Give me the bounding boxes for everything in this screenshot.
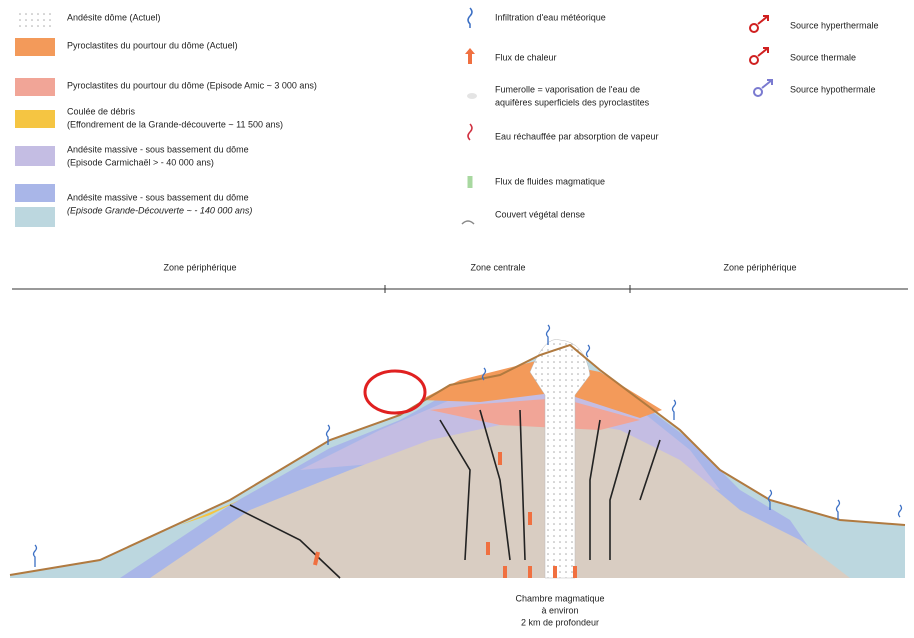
legend-label: Source thermale <box>790 52 856 62</box>
legend-label: Coulée de débris <box>67 106 136 116</box>
legend-label: (Effondrement de la Grande-découverte ~ … <box>67 119 283 129</box>
legend-label: Flux de chaleur <box>495 52 557 62</box>
legend-label: (Episode Carmichaël > - 40 000 ans) <box>67 157 214 167</box>
legend-label: Source hyperthermale <box>790 20 879 30</box>
legend-label: aquifères superficiels des pyroclastites <box>495 97 650 107</box>
chamber-label: Chambre magmatique <box>515 593 604 603</box>
chamber-label: à environ <box>541 605 578 615</box>
zone-label: Zone périphérique <box>723 262 796 272</box>
cross-section <box>10 325 905 578</box>
legend-label: Eau réchauffée par absorption de vapeur <box>495 131 658 141</box>
zone-line <box>12 285 908 293</box>
zone-label: Zone périphérique <box>163 262 236 272</box>
legend-label: Infiltration d'eau météorique <box>495 12 606 22</box>
legend-label: Flux de fluides magmatique <box>495 176 605 186</box>
legend-label: Andésite dôme (Actuel) <box>67 12 161 22</box>
zone-label: Zone centrale <box>470 262 525 272</box>
legend-label: Source hypothermale <box>790 84 876 94</box>
layer-swatches <box>15 10 55 227</box>
process-icons <box>462 8 477 224</box>
legend-label: Andésite massive - sous bassement du dôm… <box>67 144 249 154</box>
legend-label: Fumerolle = vaporisation de l'eau de <box>495 84 640 94</box>
legend-label: Pyroclastites du pourtour du dôme (Episo… <box>67 80 317 90</box>
legend-label: Andésite massive - sous bassement du dôm… <box>67 192 249 202</box>
diagram: Andésite dôme (Actuel) Pyroclastites du p… <box>0 0 914 633</box>
source-icons <box>750 16 772 96</box>
legend-label: Pyroclastites du pourtour du dôme (Actue… <box>67 40 238 50</box>
legend-label: (Episode Grande-Découverte ~ - 140 000 a… <box>67 205 252 215</box>
legend-label: Couvert végétal dense <box>495 209 585 219</box>
chamber-label: 2 km de profondeur <box>521 617 599 627</box>
